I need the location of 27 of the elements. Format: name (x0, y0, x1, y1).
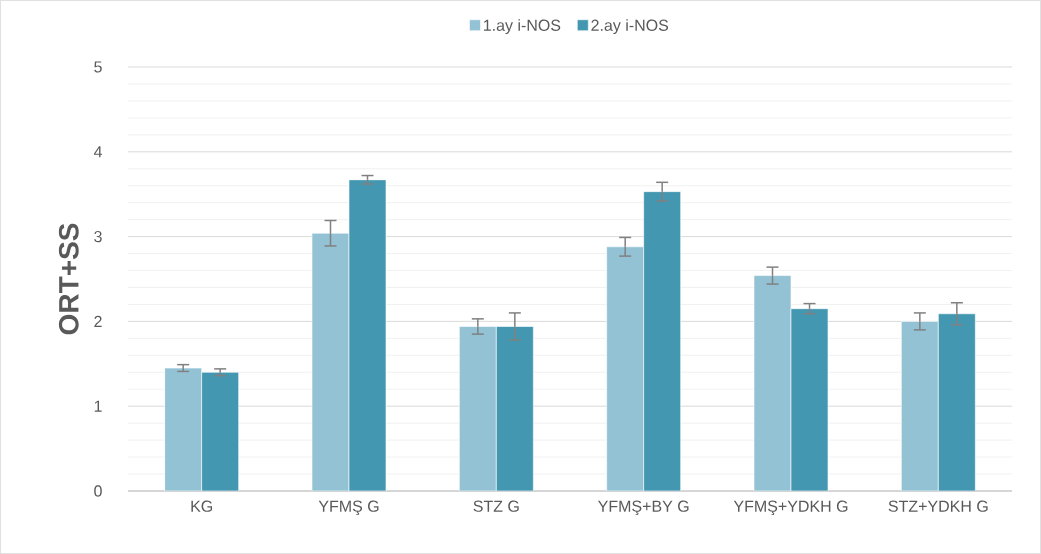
y-tick-label: 0 (94, 485, 102, 497)
bar (643, 191, 681, 491)
x-tick-label: YFMŞ G (318, 500, 379, 516)
bar (901, 321, 939, 491)
bar (201, 371, 239, 491)
bar (348, 179, 387, 491)
bar (606, 246, 644, 491)
x-tick-label: STZ+YDKH G (888, 500, 988, 512)
x-tick-label: YFMŞ+YDKH G (733, 500, 848, 516)
legend-label: 1.ay i-NOS (483, 19, 561, 35)
y-tick-label: 4 (93, 146, 102, 158)
bar (311, 232, 350, 491)
bar (790, 308, 829, 491)
y-tick-label: 5 (94, 61, 102, 73)
x-tick-label: YFMŞ+BY G (598, 500, 689, 516)
bar (938, 313, 976, 491)
y-tick-label: 3 (94, 230, 102, 243)
legend-label: 2.ay i-NOS (591, 19, 669, 35)
x-tick-label: STZ G (473, 500, 519, 512)
y-tick-label: 1 (94, 400, 102, 412)
x-tick-label: KG (191, 500, 213, 512)
bar (459, 326, 497, 491)
y-axis-title: ORT+SS (58, 223, 79, 335)
bar (753, 275, 792, 491)
y-tick-label: 2 (94, 315, 102, 327)
bar (164, 367, 202, 491)
bar (496, 326, 534, 491)
